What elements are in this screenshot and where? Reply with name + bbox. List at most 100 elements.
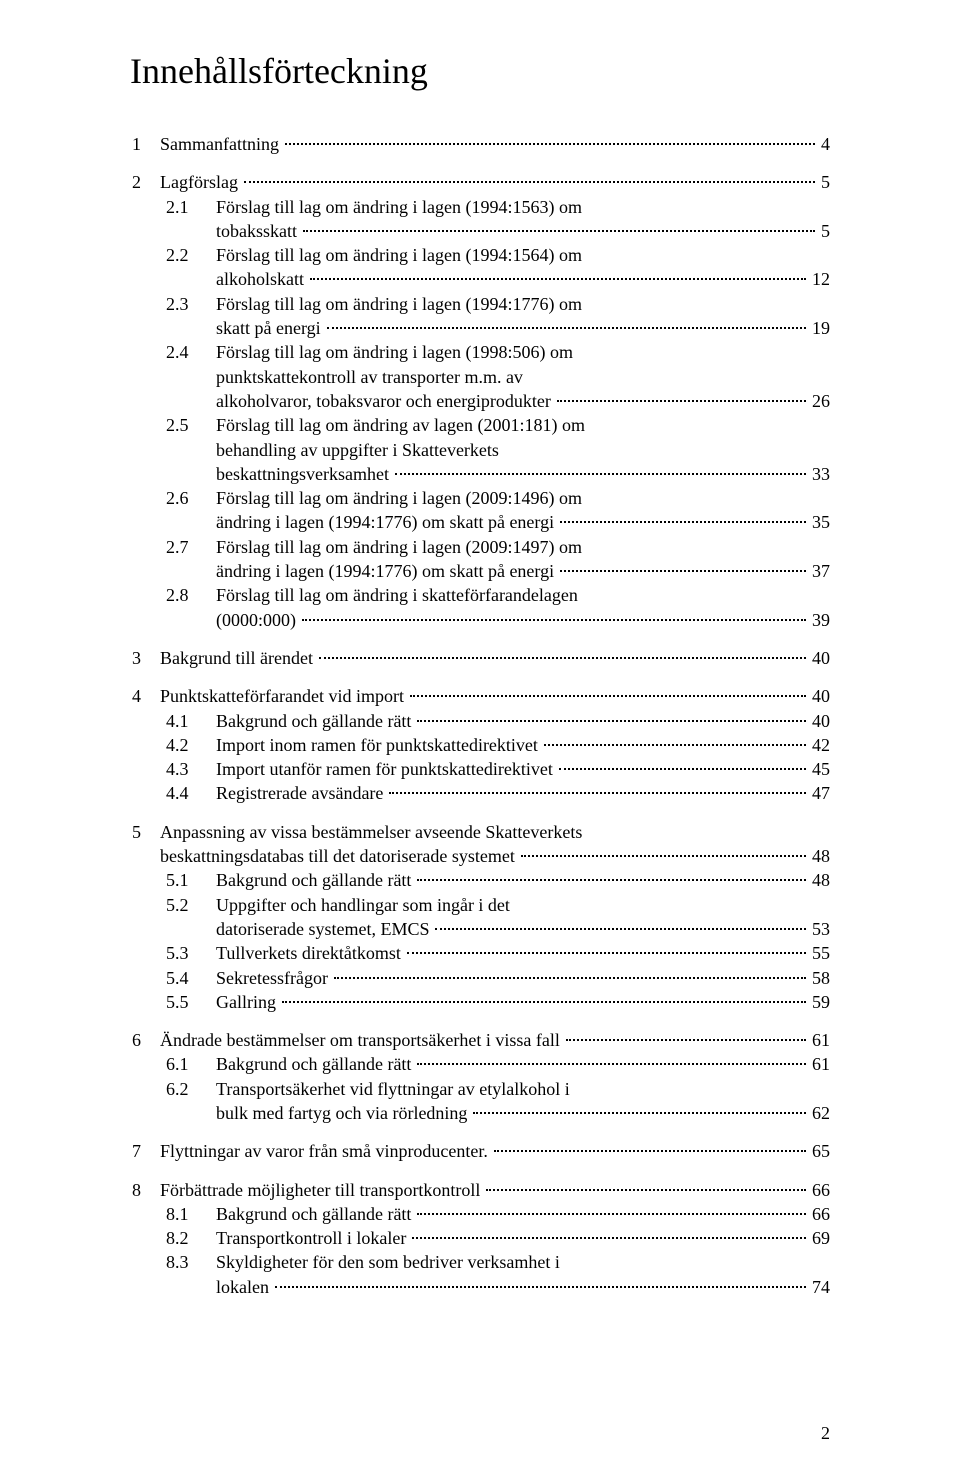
- toc-subsection-number: 2.6: [132, 486, 216, 510]
- toc-section-number: 4: [132, 684, 160, 708]
- toc-subsection-number: 5.5: [132, 990, 216, 1014]
- toc-subsection-page: 59: [808, 990, 830, 1014]
- toc-leader: [319, 657, 806, 659]
- toc-subsection-label: ändring i lagen (1994:1776) om skatt på …: [216, 559, 558, 583]
- toc-subsection-number: 4.3: [132, 757, 216, 781]
- page-title: Innehållsförteckning: [130, 50, 830, 92]
- toc-subsection-line: lokalen74: [132, 1275, 830, 1299]
- toc-subsection-page: 39: [808, 608, 830, 632]
- toc-subsection-label: Tullverkets direktåtkomst: [216, 941, 405, 965]
- toc-subsection-line: (0000:000) 39: [132, 608, 830, 632]
- toc-subsection-line: datoriserade systemet, EMCS 53: [132, 917, 830, 941]
- toc-subsection-page: 55: [808, 941, 830, 965]
- toc-subsection: 5.3Tullverkets direktåtkomst55: [132, 941, 830, 965]
- toc-subsection-page: 26: [808, 389, 830, 413]
- toc-section-label: Punktskatteförfarandet vid import: [160, 684, 408, 708]
- toc-subsection-label: Transportkontroll i lokaler: [216, 1226, 410, 1250]
- toc-subsection-page: 48: [808, 868, 830, 892]
- toc-section: 8Förbättrade möjligheter till transportk…: [132, 1178, 830, 1202]
- toc-subsection: 8.2Transportkontroll i lokaler69: [132, 1226, 830, 1250]
- toc-leader: [417, 879, 806, 881]
- toc-subsection-page: 61: [808, 1052, 830, 1076]
- toc-subsection-label: tobaksskatt: [216, 219, 301, 243]
- toc-subsection-label: lokalen: [216, 1275, 273, 1299]
- toc-section: 5Anpassning av vissa bestämmelser avseen…: [132, 820, 830, 844]
- toc-section-number: 6: [132, 1028, 160, 1052]
- toc-subsection-line: behandling av uppgifter i Skatteverkets: [132, 438, 830, 462]
- toc-section-number: 7: [132, 1139, 160, 1163]
- toc-subsection: 5.5Gallring59: [132, 990, 830, 1014]
- toc-subsection-number: 5.4: [132, 966, 216, 990]
- toc-leader: [282, 1001, 806, 1003]
- toc-section-label: Flyttningar av varor från små vinproduce…: [160, 1139, 492, 1163]
- toc-leader: [310, 278, 806, 280]
- toc-subsection-page: 45: [808, 757, 830, 781]
- toc-subsection-label: Uppgifter och handlingar som ingår i det: [216, 893, 514, 917]
- toc-section: 2Lagförslag5: [132, 170, 830, 194]
- toc-subsection-label: beskattningsverksamhet: [216, 462, 393, 486]
- toc-subsection-page: 62: [808, 1101, 830, 1125]
- toc-subsection-page: 66: [808, 1202, 830, 1226]
- toc-subsection: 4.2Import inom ramen för punktskattedire…: [132, 733, 830, 757]
- toc-subsection-page: 33: [808, 462, 830, 486]
- toc-subsection-number: 6.1: [132, 1052, 216, 1076]
- toc-section-page: 65: [808, 1139, 830, 1163]
- toc-subsection-page: 53: [808, 917, 830, 941]
- toc-subsection-number: 8.1: [132, 1202, 216, 1226]
- toc-section-page: 40: [808, 646, 830, 670]
- toc-leader: [407, 952, 806, 954]
- toc-subsection: 4.1Bakgrund och gällande rätt40: [132, 709, 830, 733]
- toc-subsection-label: Förslag till lag om ändring i lagen (199…: [216, 292, 586, 316]
- toc-subsection-number: 8.3: [132, 1250, 216, 1274]
- toc-subsection-line: ändring i lagen (1994:1776) om skatt på …: [132, 559, 830, 583]
- toc-leader: [566, 1039, 806, 1041]
- toc-subsection-label: Bakgrund och gällande rätt: [216, 1202, 415, 1226]
- toc-section-line: beskattningsdatabas till det datoriserad…: [132, 844, 830, 868]
- toc-subsection-label: alkoholskatt: [216, 267, 308, 291]
- toc-subsection-label: Förslag till lag om ändring i lagen (199…: [216, 243, 586, 267]
- toc-leader: [244, 181, 815, 183]
- toc-subsection-page: 5: [817, 219, 830, 243]
- toc-subsection: 2.8Förslag till lag om ändring i skattef…: [132, 583, 830, 607]
- toc-leader: [275, 1286, 806, 1288]
- toc-subsection-page: 35: [808, 510, 830, 534]
- toc-subsection-label: Förslag till lag om ändring av lagen (20…: [216, 413, 589, 437]
- toc-subsection-line: punktskattekontroll av transporter m.m. …: [132, 365, 830, 389]
- toc-leader: [544, 744, 806, 746]
- toc-section-page: 40: [808, 684, 830, 708]
- toc-subsection-label: Skyldigheter för den som bedriver verksa…: [216, 1250, 564, 1274]
- toc-subsection: 2.3Förslag till lag om ändring i lagen (…: [132, 292, 830, 316]
- toc-subsection-number: 8.2: [132, 1226, 216, 1250]
- toc-leader: [559, 768, 806, 770]
- toc-section-number: 8: [132, 1178, 160, 1202]
- toc-subsection-label: Förslag till lag om ändring i lagen (199…: [216, 195, 586, 219]
- toc-subsection-number: 2.2: [132, 243, 216, 267]
- toc-subsection: 6.2Transportsäkerhet vid flyttningar av …: [132, 1077, 830, 1101]
- toc-subsection: 4.3Import utanför ramen för punktskatted…: [132, 757, 830, 781]
- toc-subsection-label: datoriserade systemet, EMCS: [216, 917, 433, 941]
- toc-subsection-number: 2.7: [132, 535, 216, 559]
- toc-subsection-page: 42: [808, 733, 830, 757]
- toc-subsection-number: 6.2: [132, 1077, 216, 1101]
- toc-section-label: Bakgrund till ärendet: [160, 646, 317, 670]
- toc-subsection: 5.2Uppgifter och handlingar som ingår i …: [132, 893, 830, 917]
- toc-section: 3Bakgrund till ärendet40: [132, 646, 830, 670]
- toc-subsection-page: 19: [808, 316, 830, 340]
- toc-leader: [410, 695, 806, 697]
- toc-subsection-page: 58: [808, 966, 830, 990]
- toc-subsection: 6.1Bakgrund och gällande rätt61: [132, 1052, 830, 1076]
- toc-section-number: 5: [132, 820, 160, 844]
- toc-section-label: Anpassning av vissa bestämmelser avseend…: [160, 820, 586, 844]
- toc-subsection-label: Förslag till lag om ändring i lagen (200…: [216, 486, 586, 510]
- toc-leader: [435, 928, 806, 930]
- toc-leader: [395, 473, 806, 475]
- toc-leader: [494, 1150, 806, 1152]
- toc-subsection-label: Sekretessfrågor: [216, 966, 332, 990]
- toc-leader: [417, 1063, 806, 1065]
- toc-leader: [327, 327, 806, 329]
- toc-subsection-page: 37: [808, 559, 830, 583]
- toc-subsection: 8.3Skyldigheter för den som bedriver ver…: [132, 1250, 830, 1274]
- toc-subsection: 2.4Förslag till lag om ändring i lagen (…: [132, 340, 830, 364]
- toc-subsection-label: (0000:000): [216, 608, 300, 632]
- toc-subsection-label: alkoholvaror, tobaksvaror och energiprod…: [216, 389, 555, 413]
